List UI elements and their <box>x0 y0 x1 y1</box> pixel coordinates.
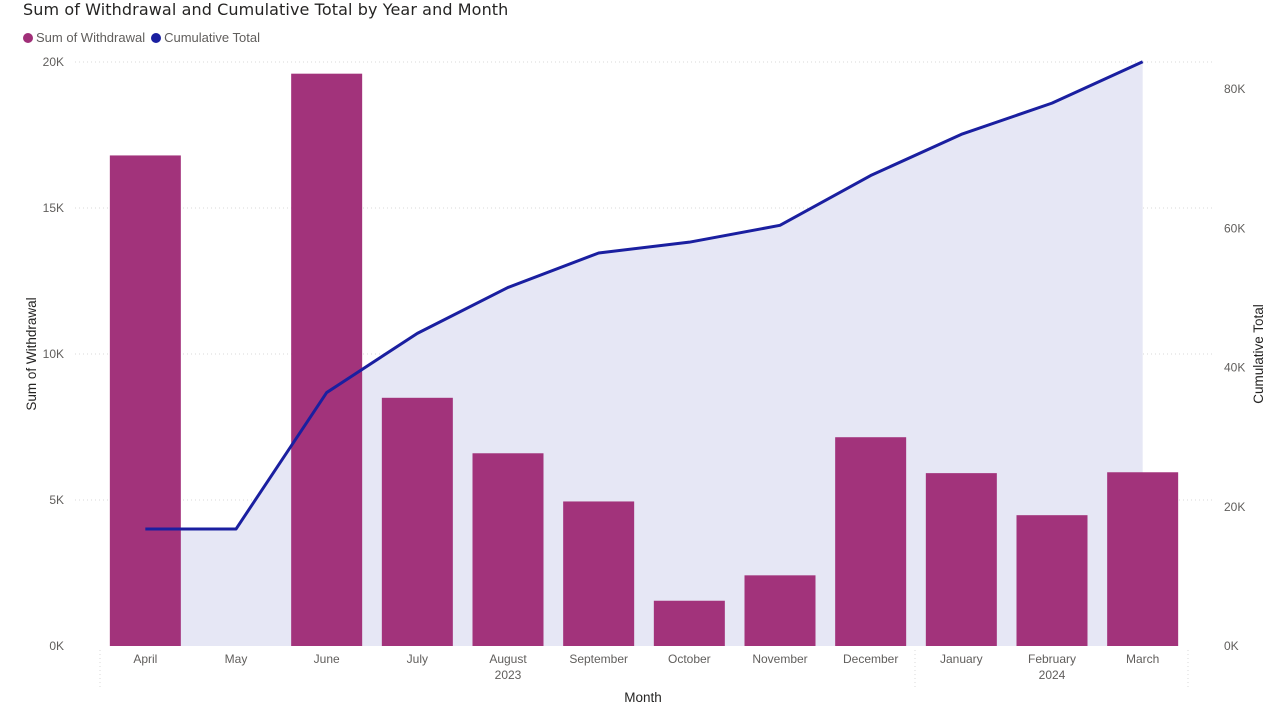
x-tick-label: November <box>752 652 807 666</box>
x-year-label: 2024 <box>1039 668 1066 682</box>
x-tick-label: January <box>940 652 983 666</box>
legend-item-cumulative[interactable]: Cumulative Total <box>151 30 260 45</box>
withdrawal-bar-december <box>835 437 907 646</box>
x-tick-label: June <box>314 652 340 666</box>
cumulative-line-path <box>145 60 1144 531</box>
x-axis-ticks: April May June July August September October No… <box>99 650 1189 688</box>
x-tick-label: July <box>407 652 428 666</box>
x-tick-label: March <box>1126 652 1159 666</box>
y-left-tick-label: 10K <box>43 347 64 361</box>
y-left-tick-label: 5K <box>49 493 64 507</box>
y-right-tick-label: 60K <box>1224 221 1245 235</box>
y-right-tick-label: 80K <box>1224 82 1245 96</box>
right-axis-ticks: 0K 20K 40K 60K 80K <box>1224 82 1245 653</box>
y-left-tick-label: 15K <box>43 201 64 215</box>
x-tick-label: December <box>843 652 898 666</box>
withdrawal-bar-march <box>1107 472 1179 646</box>
y-left-tick-label: 20K <box>43 55 64 69</box>
withdrawal-bar-october <box>653 600 725 646</box>
x-tick-label: April <box>133 652 157 666</box>
withdrawal-bars <box>109 73 1179 647</box>
withdrawal-bar-february <box>1016 515 1088 646</box>
y-right-tick-label: 40K <box>1224 361 1245 375</box>
withdrawal-bar-november <box>744 575 816 646</box>
legend-dot-withdrawal <box>23 32 33 43</box>
legend-label-cumulative: Cumulative Total <box>164 30 260 45</box>
legend: Sum of Withdrawal Cumulative Total <box>23 30 266 45</box>
x-axis-title: Month <box>624 690 662 705</box>
x-tick-label: September <box>569 652 628 666</box>
withdrawal-bar-august <box>472 453 544 646</box>
legend-label-withdrawal: Sum of Withdrawal <box>36 30 146 45</box>
y-left-axis-title: Sum of Withdrawal <box>24 297 39 410</box>
legend-item-withdrawal[interactable]: Sum of Withdrawal <box>23 30 145 45</box>
y-left-tick-label: 0K <box>49 639 64 653</box>
withdrawal-bar-april <box>109 155 181 646</box>
x-tick-label: August <box>489 652 527 666</box>
withdrawal-bar-july <box>381 397 453 646</box>
x-tick-label: October <box>668 652 711 666</box>
x-year-label: 2023 <box>495 668 522 682</box>
withdrawal-bar-september <box>563 501 635 646</box>
x-tick-label: February <box>1028 652 1076 666</box>
withdrawal-bar-june <box>291 73 363 647</box>
x-tick-label: May <box>225 652 248 666</box>
y-right-tick-label: 20K <box>1224 500 1245 514</box>
withdrawal-bar-january <box>925 473 997 646</box>
cumulative-line <box>145 60 1144 531</box>
chart-title: Sum of Withdrawal and Cumulative Total b… <box>23 0 509 19</box>
y-right-axis-title: Cumulative Total <box>1251 304 1266 404</box>
y-right-tick-label: 0K <box>1224 639 1239 653</box>
left-axis-ticks: 0K 5K 10K 15K 20K <box>43 55 64 653</box>
legend-dot-cumulative <box>151 32 162 43</box>
